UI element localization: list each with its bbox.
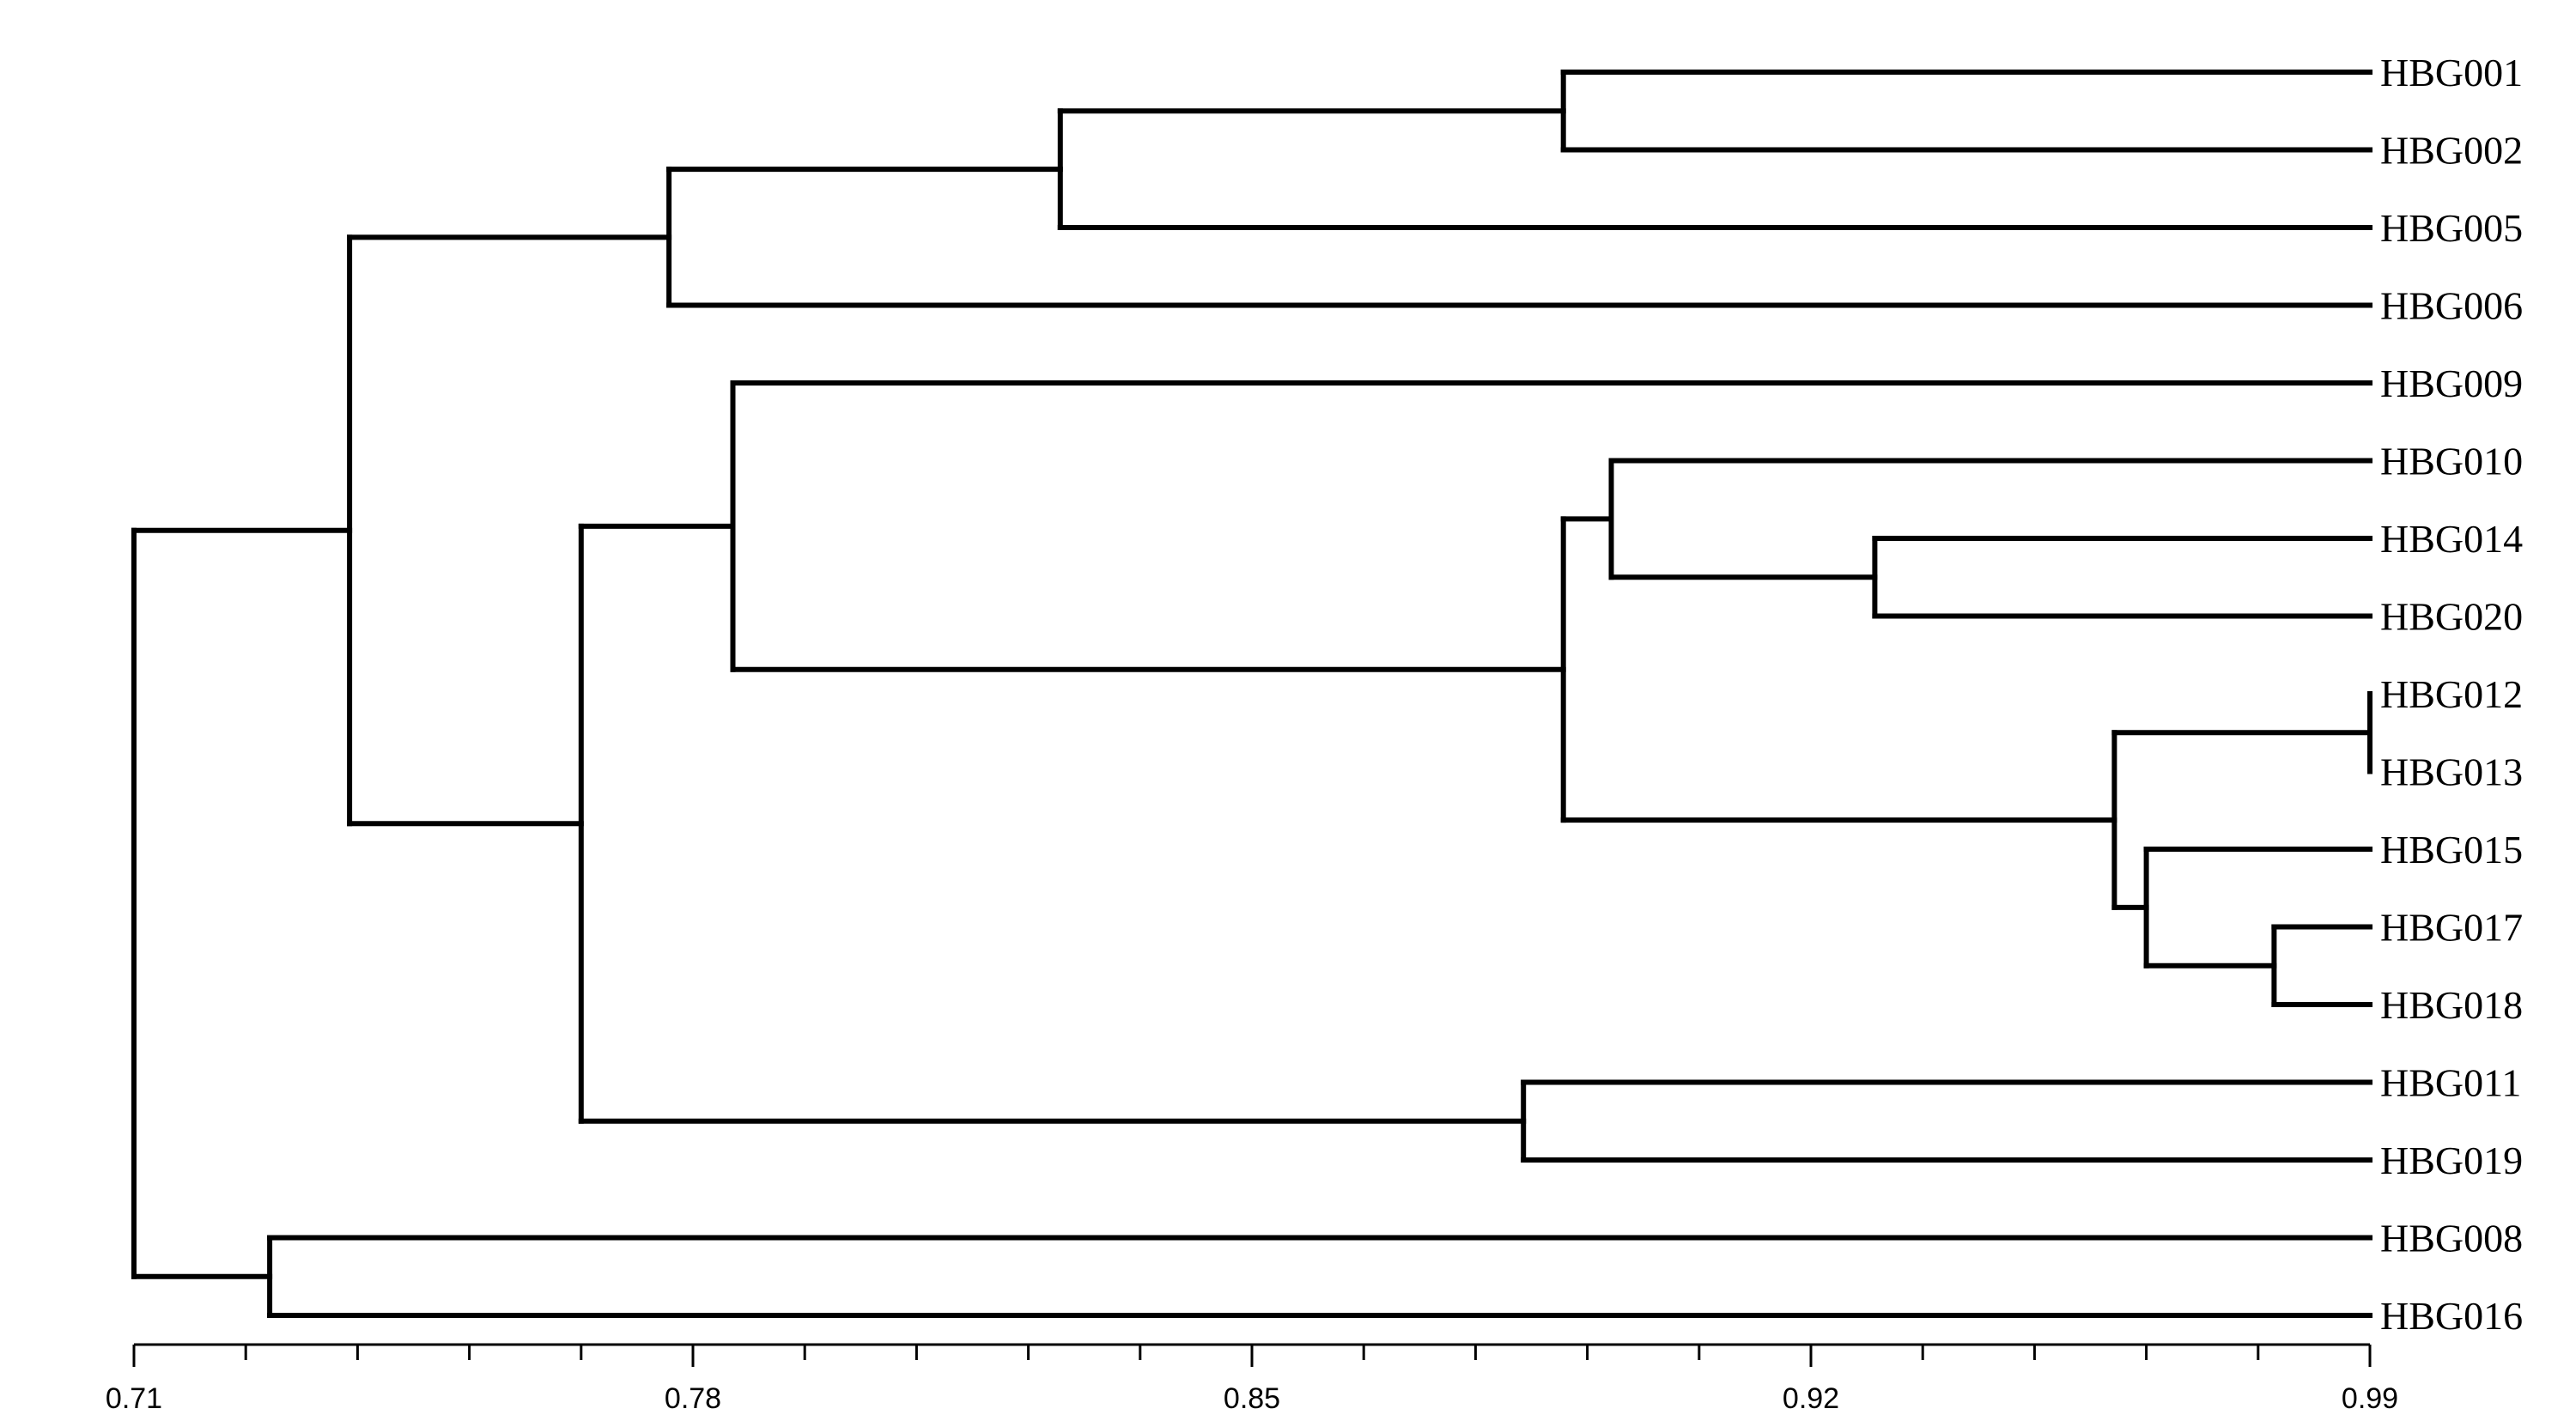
leaf-label: HBG012	[2380, 672, 2523, 716]
leaf-label: HBG013	[2380, 750, 2523, 794]
leaf-label: HBG018	[2380, 983, 2523, 1027]
leaf-label: HBG014	[2380, 517, 2523, 561]
tick-label: 0.78	[665, 1382, 721, 1415]
leaf-label: HBG016	[2380, 1294, 2523, 1338]
leaf-label: HBG005	[2380, 206, 2523, 250]
tick-label: 0.71	[106, 1382, 162, 1415]
leaf-label: HBG008	[2380, 1217, 2523, 1260]
tick-label: 0.85	[1224, 1382, 1280, 1415]
tick-label: 0.92	[1783, 1382, 1839, 1415]
tick-label: 0.99	[2342, 1382, 2398, 1415]
dendrogram-branches	[131, 70, 2372, 1318]
leaf-label: HBG010	[2380, 440, 2523, 483]
leaf-label: HBG001	[2380, 51, 2523, 94]
leaf-label: HBG011	[2380, 1061, 2521, 1105]
leaf-label: HBG009	[2380, 361, 2523, 405]
leaf-labels: HBG001 HBG002 HBG005 HBG006 HBG009 HBG010 HBG0…	[2380, 51, 2523, 1338]
leaf-label: HBG006	[2380, 284, 2523, 328]
similarity-axis: 0.71 0.78 0.85 0.92 0.99	[106, 1343, 2398, 1415]
leaf-label: HBG020	[2380, 595, 2523, 639]
leaf-label: HBG002	[2380, 129, 2523, 173]
leaf-label: HBG017	[2380, 906, 2523, 950]
leaf-label: HBG019	[2380, 1139, 2523, 1182]
leaf-label: HBG015	[2380, 828, 2523, 871]
